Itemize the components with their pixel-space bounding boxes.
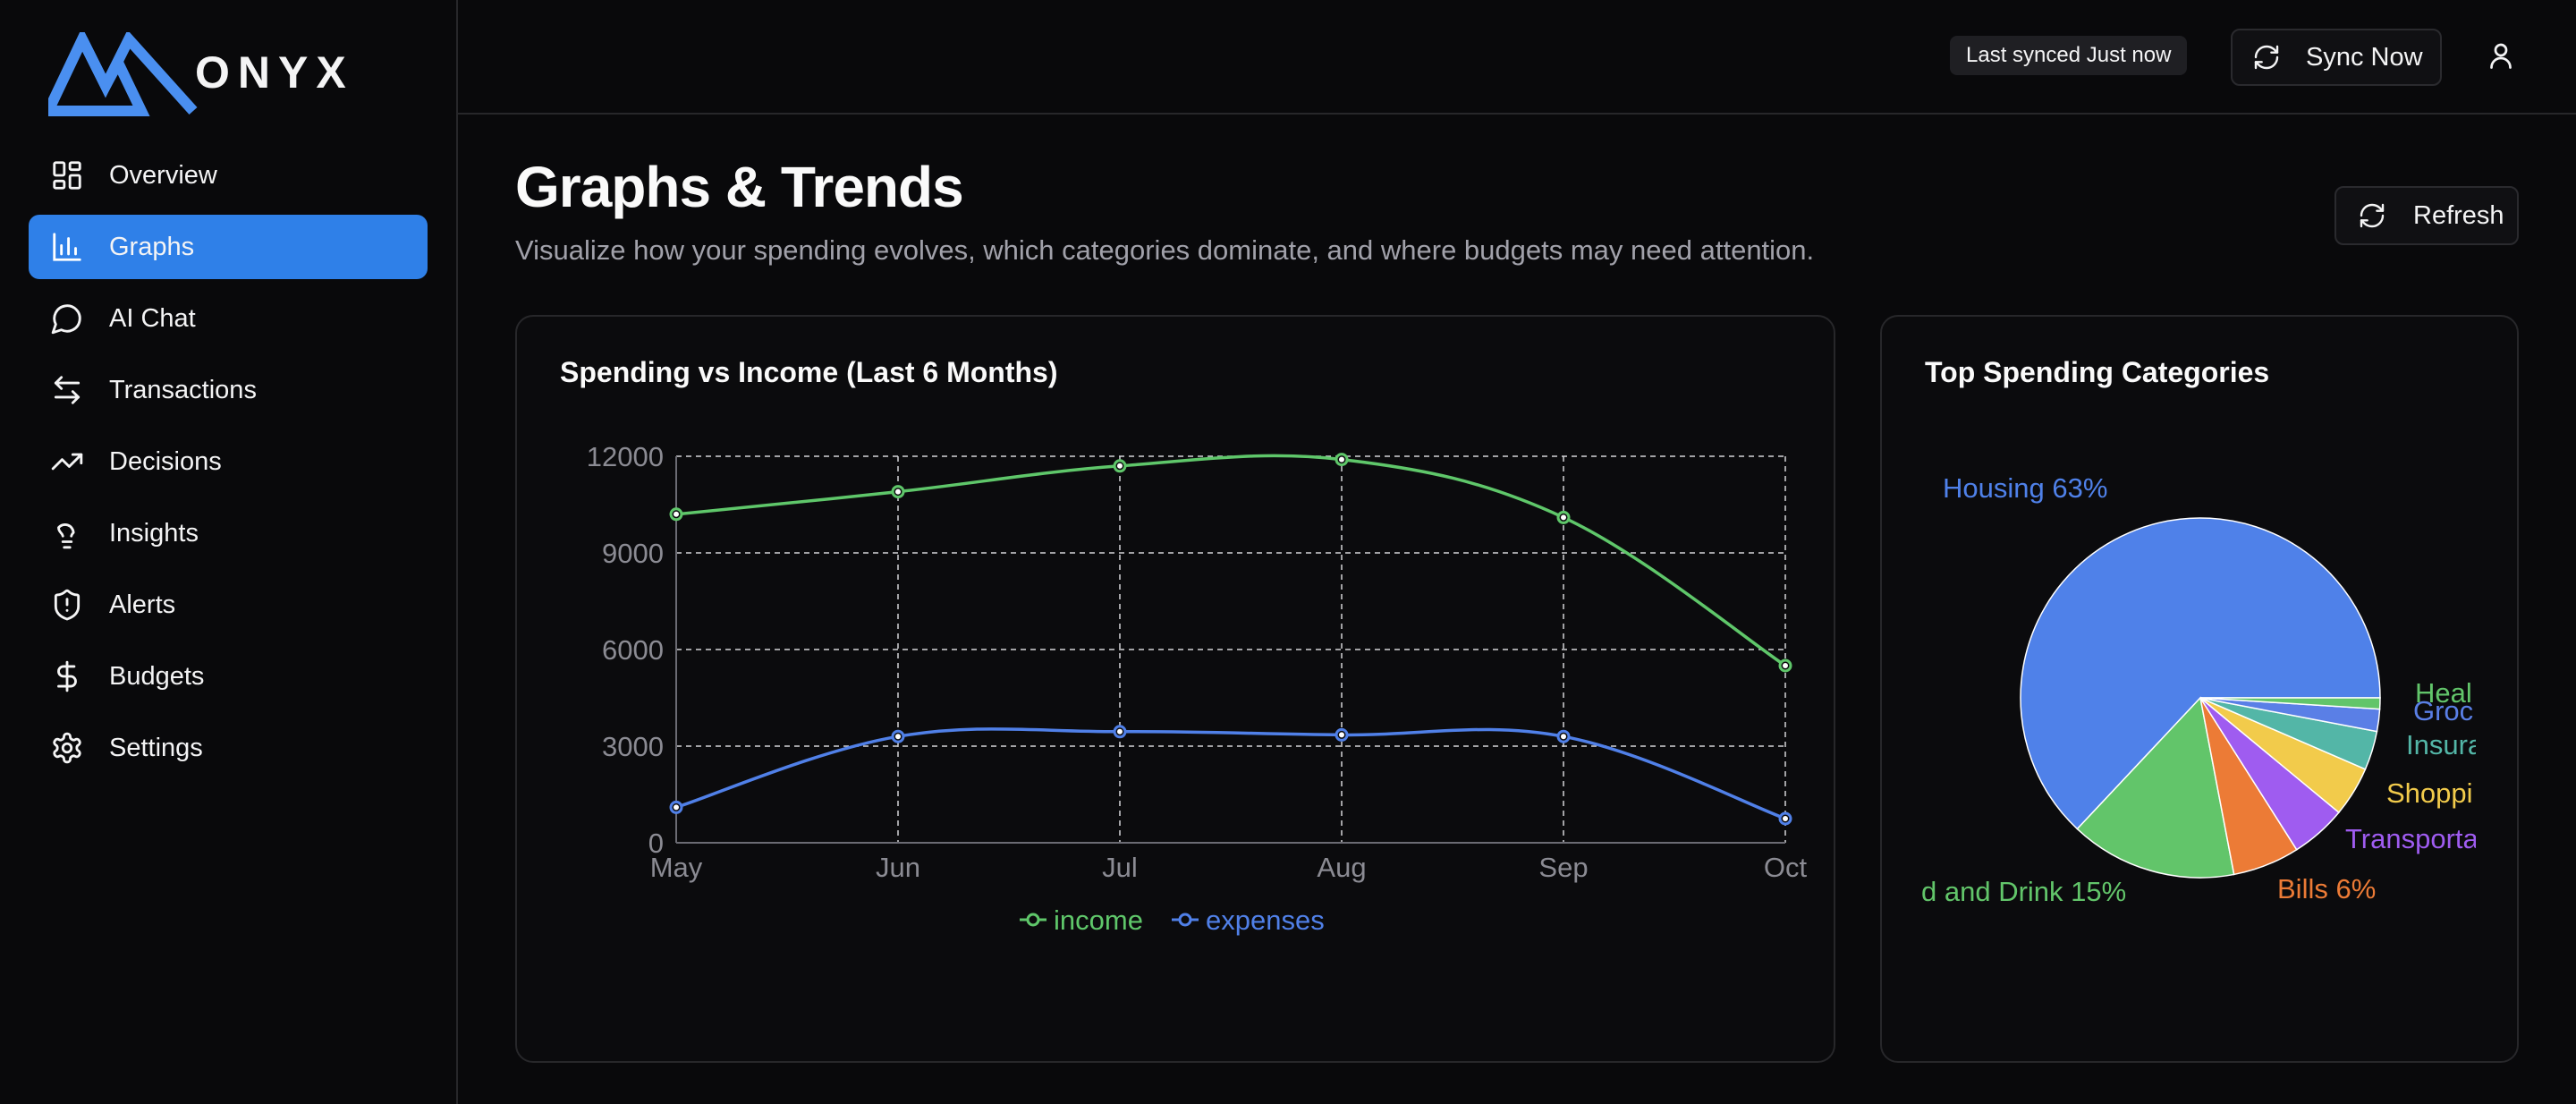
sidebar-item-alerts[interactable]: Alerts (29, 573, 428, 637)
sidebar-item-label: Decisions (109, 446, 222, 476)
sidebar-item-label: Settings (109, 733, 203, 762)
page-title: Graphs & Trends (515, 155, 964, 219)
y-tick-label: 12000 (587, 441, 664, 472)
page-subtitle: Visualize how your spending evolves, whi… (515, 234, 1815, 266)
legend-item-expenses: expenses (1172, 904, 1325, 936)
pie-slice-health (2199, 697, 2381, 710)
expenses-point-center (1783, 816, 1788, 821)
sidebar-item-label: Overview (109, 160, 217, 190)
legend-label: income (1054, 904, 1143, 936)
expenses-point-center (895, 734, 901, 740)
sync-status-badge: Last synced Just now (1950, 36, 2188, 75)
pie-label-health: Heal (2415, 677, 2472, 709)
sidebar-item-ai-chat[interactable]: AI Chat (29, 286, 428, 351)
pie-label-groceries: Groc (2413, 695, 2473, 726)
layout-dashboard-icon (53, 161, 81, 190)
income-point-center (1339, 456, 1344, 463)
sidebar-item-label: AI Chat (109, 303, 196, 333)
spending-vs-income-card: Spending vs Income (Last 6 Months) 0 3000… (515, 315, 1835, 1063)
sidebar-item-graphs[interactable]: Graphs (29, 215, 428, 279)
income-line (675, 454, 1786, 667)
legend-label: expenses (1206, 904, 1325, 936)
sidebar-item-decisions[interactable]: Decisions (29, 429, 428, 494)
sidebar-item-settings[interactable]: Settings (29, 716, 428, 780)
sidebar-nav: Overview Graphs AI Chat Transactions Dec… (29, 143, 428, 787)
income-point-center (895, 488, 901, 495)
x-tick-label: Jul (1102, 852, 1138, 883)
pie-label-housing: Housing 63% (1943, 472, 2107, 504)
pie-slice-food-and-drink (2076, 696, 2235, 879)
expenses-line (675, 727, 1786, 820)
x-tick-label: Sep (1538, 852, 1588, 883)
top-bar (458, 0, 2576, 115)
income-point-center (1561, 514, 1566, 521)
y-tick-label: 0 (648, 828, 664, 859)
income-point-center (674, 511, 679, 517)
refresh-icon (2254, 45, 2279, 70)
lightbulb-icon (57, 523, 75, 549)
shield-alert-icon (54, 589, 80, 621)
refresh-button[interactable]: Refresh (2334, 186, 2519, 245)
message-circle-icon (51, 304, 81, 335)
x-tick-label: Jun (876, 852, 920, 883)
x-tick-label: Oct (1764, 852, 1808, 883)
x-tick-label: May (650, 852, 703, 883)
sidebar-item-label: Graphs (109, 232, 195, 261)
pie-label-transportation: Transporta (2345, 823, 2479, 854)
gear-icon (53, 732, 81, 764)
expenses-point-center (1339, 732, 1344, 738)
pie-label-insurance: Insura (2406, 729, 2484, 760)
sidebar-item-label: Alerts (109, 590, 176, 619)
sidebar-item-label: Budgets (109, 661, 205, 691)
arrows-left-right-icon (54, 376, 80, 404)
x-tick-label: Aug (1317, 852, 1366, 883)
bar-chart-icon (53, 233, 81, 261)
y-tick-label: 3000 (602, 731, 664, 762)
line-chart: 0 3000 6000 9000 12000 May Jun Jul Aug Sep Oct inco… (587, 441, 1808, 936)
expenses-point-center (674, 804, 679, 811)
sidebar-item-insights[interactable]: Insights (29, 501, 428, 565)
onyx-logo[interactable] (48, 32, 352, 116)
legend-marker (1178, 913, 1192, 927)
income-point-center (1117, 463, 1123, 469)
logo-wordmark: ONYX (195, 47, 354, 98)
trending-up-icon (51, 453, 83, 471)
sidebar-item-label: Transactions (109, 375, 257, 404)
refresh-icon (2360, 203, 2385, 228)
legend-marker (1026, 913, 1040, 927)
income-point-center (1783, 663, 1788, 668)
pie-slice-housing (2020, 517, 2381, 830)
legend-item-income: income (1020, 904, 1143, 936)
sidebar-item-transactions[interactable]: Transactions (29, 358, 428, 422)
y-tick-label: 6000 (602, 634, 664, 666)
sync-now-button[interactable]: Sync Now (2231, 29, 2442, 86)
refresh-label: Refresh (2413, 200, 2504, 230)
sidebar: ONYX Overview Graphs AI Chat Transaction… (0, 0, 458, 1104)
expenses-point-center (1561, 734, 1566, 740)
pie-chart: Housing 63% d and Drink 15% Bills 6% Transp… (1921, 472, 2484, 907)
pie-chart-title: Top Spending Categories (1925, 356, 2270, 388)
sidebar-item-budgets[interactable]: Budgets (29, 644, 428, 709)
pie-labels: Housing 63% d and Drink 15% Bills 6% Transp… (1921, 472, 2484, 907)
sync-now-label: Sync Now (2306, 42, 2423, 72)
sidebar-item-overview[interactable]: Overview (29, 143, 428, 208)
top-spending-categories-card: Top Spending Categories Housing 63% d and… (1880, 315, 2519, 1063)
expenses-point-center (1117, 728, 1123, 735)
user-icon[interactable] (2485, 39, 2517, 72)
line-chart-title: Spending vs Income (Last 6 Months) (560, 356, 1058, 388)
dollar-sign-icon (57, 660, 77, 692)
pie-label-shopping: Shoppi (2386, 777, 2473, 809)
pie-label-bills: Bills 6% (2277, 873, 2376, 904)
sidebar-item-label: Insights (109, 518, 199, 548)
chart-legend: income expenses (1020, 904, 1325, 936)
pie-label-food-and-drink: d and Drink 15% (1921, 876, 2126, 907)
y-tick-label: 9000 (602, 538, 664, 569)
